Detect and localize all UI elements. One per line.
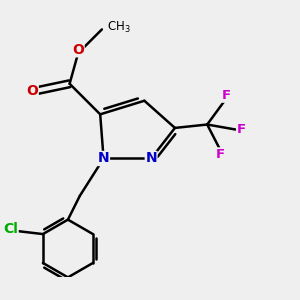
Text: O: O: [72, 43, 84, 57]
Text: F: F: [221, 89, 230, 102]
Text: Cl: Cl: [3, 222, 18, 236]
Text: CH$_3$: CH$_3$: [107, 20, 131, 35]
Text: N: N: [98, 152, 109, 166]
Text: N: N: [145, 152, 157, 166]
Text: F: F: [216, 148, 225, 161]
Text: O: O: [26, 84, 38, 98]
Text: F: F: [237, 123, 246, 136]
